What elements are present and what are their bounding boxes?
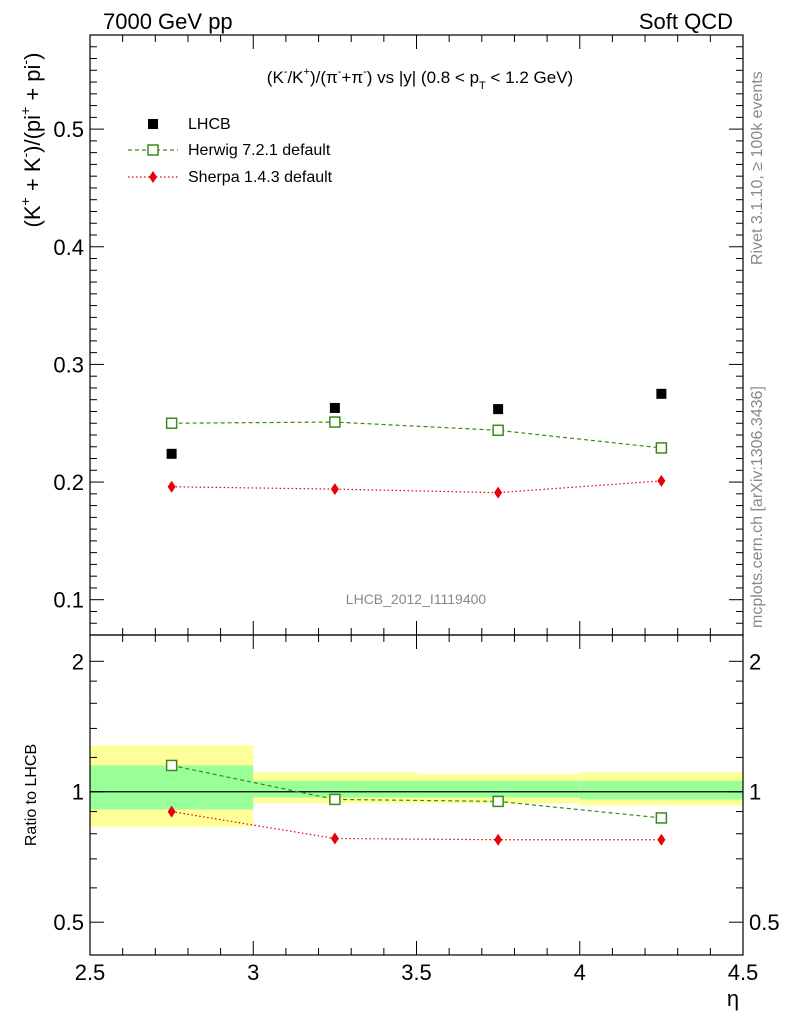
analysis-watermark: LHCB_2012_I1119400	[346, 591, 487, 607]
ratio-data-point-0-1	[329, 793, 341, 806]
ratio-y-tick-labels: 0.5 0.5 1 1 2 2	[53, 649, 779, 935]
ratio-band-green-0	[90, 765, 254, 810]
x-tick-label: 4.5	[728, 960, 759, 985]
legend-label-herwig: Herwig 7.2.1 default	[188, 142, 331, 159]
main-y-tick-label: 0.1	[53, 588, 84, 613]
ratio-band-green-1	[253, 780, 417, 798]
main-data-point-0-1	[329, 402, 340, 413]
main-series-line-2	[171, 480, 662, 494]
legend-entry-sherpa: Sherpa 1.4.3 default	[128, 169, 333, 186]
legend-entry-herwig: Herwig 7.2.1 default	[128, 142, 331, 159]
legend-marker-lhcb	[148, 119, 158, 129]
main-y-tick-label: 0.5	[53, 117, 84, 142]
legend-marker-herwig	[147, 144, 159, 156]
ratio-data-point-0-2	[492, 795, 504, 808]
ratio-data-point-1-3	[657, 833, 666, 846]
ratio-y-axis-label: Ratio to LHCB	[23, 744, 40, 846]
ratio-axis-ticks	[89, 635, 744, 955]
plot-title: (K-/K+)/(π-+π-) vs |y| (0.8 < pT < 1.2 G…	[267, 66, 573, 92]
main-y-axis-label: (K+ + K-)/(pi+ + pi-)	[17, 53, 45, 228]
main-plot-panel: (K-/K+)/(π-+π-) vs |y| (0.8 < pT < 1.2 G…	[17, 34, 744, 636]
x-tick-label: 3.5	[401, 960, 432, 985]
legend-label-sherpa: Sherpa 1.4.3 default	[188, 169, 333, 186]
ratio-series-line-0	[171, 764, 662, 819]
legend: LHCB Herwig 7.2.1 default Sherpa 1.4.3 d…	[128, 116, 333, 186]
ratio-series-group	[165, 759, 668, 846]
ratio-y-tick-label: 1	[72, 780, 84, 805]
main-data-point-2-1	[330, 483, 339, 496]
ratio-y-tick-label: 0.5	[53, 910, 84, 935]
main-data-point-0-3	[656, 388, 667, 399]
main-data-point-0-0	[166, 448, 177, 459]
main-data-point-1-2	[492, 424, 504, 437]
main-data-point-2-0	[167, 480, 176, 493]
legend-entry-lhcb: LHCB	[148, 116, 231, 133]
x-tick-label: 2.5	[75, 960, 106, 985]
ratio-data-point-0-0	[165, 759, 178, 772]
x-axis-label: η	[727, 986, 739, 1011]
ratio-data-point-0-3	[655, 812, 668, 824]
ratio-plot-panel: 0.5 0.5 1 1 2 2 2.5 3 3.5 4 4.5 Ratio to LHCB η	[23, 634, 780, 1011]
main-y-tick-labels: 0.1 0.2 0.3 0.4 0.5	[53, 117, 84, 613]
main-y-tick-label: 0.3	[53, 352, 84, 377]
main-data-point-1-1	[329, 416, 341, 428]
ratio-data-point-1-1	[330, 832, 339, 845]
main-y-tick-label: 0.2	[53, 470, 84, 495]
x-tick-label: 4	[574, 960, 586, 985]
main-y-tick-label: 0.4	[53, 235, 84, 260]
main-data-point-2-3	[657, 474, 666, 487]
ratio-band-green-3	[579, 780, 743, 800]
main-data-point-2-2	[494, 486, 503, 499]
main-series-group	[165, 388, 668, 499]
main-data-point-1-3	[655, 442, 668, 454]
ratio-y-tick-label-right: 2	[749, 649, 761, 674]
header-category-label: Soft QCD	[639, 9, 733, 34]
ratio-y-tick-label: 2	[72, 649, 84, 674]
main-data-point-0-2	[493, 404, 504, 415]
rivet-version-label: Rivet 3.1.10, ≥ 100k events	[749, 71, 766, 265]
ratio-band-green-2	[416, 780, 580, 798]
x-tick-label: 3	[247, 960, 259, 985]
legend-label-lhcb: LHCB	[188, 116, 231, 133]
main-series-line-1	[171, 421, 662, 449]
mcplots-credit-label: mcplots.cern.ch [arXiv:1306.3436]	[749, 386, 766, 628]
ratio-y-tick-label-right: 1	[749, 780, 761, 805]
ratio-data-point-1-2	[494, 833, 503, 846]
legend-marker-sherpa	[149, 171, 157, 183]
header-energy-label: 7000 GeV pp	[103, 9, 233, 34]
main-data-point-1-0	[165, 417, 178, 429]
x-tick-labels: 2.5 3 3.5 4 4.5	[75, 960, 759, 985]
ratio-plot-frame	[89, 634, 744, 956]
ratio-y-tick-label-right: 0.5	[749, 910, 780, 935]
ratio-data-point-1-0	[167, 805, 176, 818]
